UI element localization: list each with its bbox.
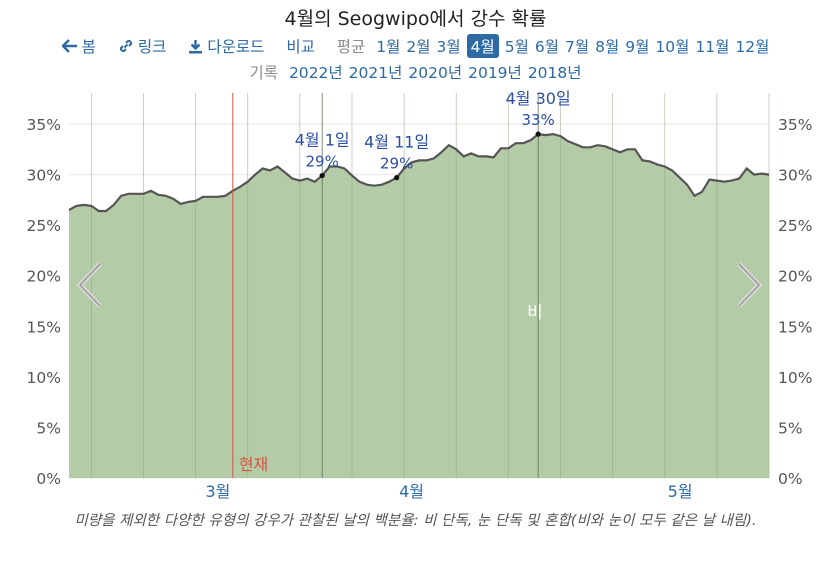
year-link-2019[interactable]: 2019년 (468, 64, 522, 82)
annotation-value: 29% (306, 153, 339, 171)
x-tick-label: 3월 (205, 482, 230, 501)
toolbar: 봄 링크 다운로드 비교 평균 1월 2월 3월 4월 5월 6월 7월 8월 9월 10월 11월… (0, 34, 831, 58)
y-tick-label-left: 0% (36, 470, 61, 488)
history-label: 기록 (249, 64, 278, 82)
y-tick-label-right: 5% (778, 419, 803, 437)
month-link-10[interactable]: 10월 (655, 38, 690, 56)
y-tick-label-right: 30% (778, 167, 812, 185)
y-tick-label-right: 20% (778, 268, 812, 286)
back-label: 봄 (81, 38, 96, 56)
month-link-9[interactable]: 9월 (625, 38, 650, 56)
download-label: 다운로드 (207, 38, 265, 56)
chevron-right-icon[interactable] (733, 262, 763, 308)
average-label: 평균 (336, 38, 366, 56)
x-tick-label: 5월 (668, 482, 693, 501)
chart-caption: 미량을 제외한 다양한 유형의 강우가 관찰된 날의 백분율: 비 단독, 눈 … (74, 513, 757, 529)
year-link-2021[interactable]: 2021년 (348, 64, 403, 82)
arrow-left-icon (61, 39, 77, 53)
month-link-1[interactable]: 1월 (376, 38, 401, 56)
y-tick-label-left: 10% (27, 369, 61, 387)
y-tick-label-left: 30% (27, 167, 61, 185)
annotation-date: 4월 11일 (364, 133, 429, 152)
year-list: 2022년 2021년 2020년 2019년 2018년 (286, 61, 585, 83)
y-tick-label-left: 5% (36, 419, 61, 437)
y-tick-label-left: 15% (27, 318, 61, 336)
link-button[interactable]: 링크 (118, 35, 167, 57)
back-button[interactable]: 봄 (61, 35, 96, 57)
annotation-value: 33% (521, 111, 554, 129)
month-link-11[interactable]: 11월 (695, 38, 730, 56)
annotation-point (394, 175, 400, 181)
year-link-2022[interactable]: 2022년 (288, 64, 343, 82)
month-list: 1월 2월 3월 4월 5월 6월 7월 8월 9월 10월 11월 12월 (373, 34, 772, 58)
month-link-8[interactable]: 8월 (595, 38, 620, 56)
y-tick-label-right: 35% (778, 116, 812, 134)
annotation-date: 4월 1일 (295, 131, 350, 150)
series-area (69, 134, 769, 478)
month-link-6[interactable]: 6월 (534, 38, 559, 56)
link-icon (119, 39, 132, 53)
link-label: 링크 (137, 38, 167, 56)
x-tick-label: 4월 (399, 482, 424, 501)
precipitation-chart: 0% 0% 5% 5% 10% 10% 15% 15% 20% 20% 25% 25% 30% 30% 35… (27, 89, 813, 501)
y-tick-label-left: 20% (27, 268, 61, 286)
chevron-left-icon[interactable] (76, 262, 106, 308)
y-tick-label-left: 35% (27, 116, 61, 134)
y-tick-label-right: 15% (778, 318, 812, 336)
month-link-2[interactable]: 2월 (406, 38, 431, 56)
year-link-2018[interactable]: 2018년 (527, 64, 582, 82)
download-icon (189, 39, 203, 53)
annotation-point (535, 131, 541, 137)
series-line (68, 132, 770, 213)
y-tick-label-left: 25% (27, 217, 61, 235)
month-link-5[interactable]: 5월 (504, 38, 529, 56)
month-link-3[interactable]: 3월 (436, 38, 461, 56)
month-link-4[interactable]: 4월 (466, 34, 499, 58)
annotation-value: 29% (380, 155, 413, 173)
y-tick-label-right: 0% (778, 470, 803, 488)
y-tick-label-right: 10% (778, 369, 812, 387)
page-title: 4월의 Seogwipo에서 강수 확률 (284, 8, 547, 30)
month-link-12[interactable]: 12월 (735, 38, 770, 56)
annotation-point (319, 172, 325, 179)
year-link-2020[interactable]: 2020년 (408, 64, 463, 82)
now-label: 현재 (239, 455, 268, 474)
month-link-7[interactable]: 7월 (565, 38, 590, 56)
series-label: 비 (527, 303, 543, 323)
download-button[interactable]: 다운로드 (188, 35, 264, 57)
compare-button[interactable]: 비교 (286, 38, 315, 56)
y-tick-label-right: 25% (778, 217, 812, 235)
annotation-date: 4월 30일 (506, 89, 571, 108)
history-row: 기록 2022년 2021년 2020년 2019년 2018년 (0, 61, 831, 83)
